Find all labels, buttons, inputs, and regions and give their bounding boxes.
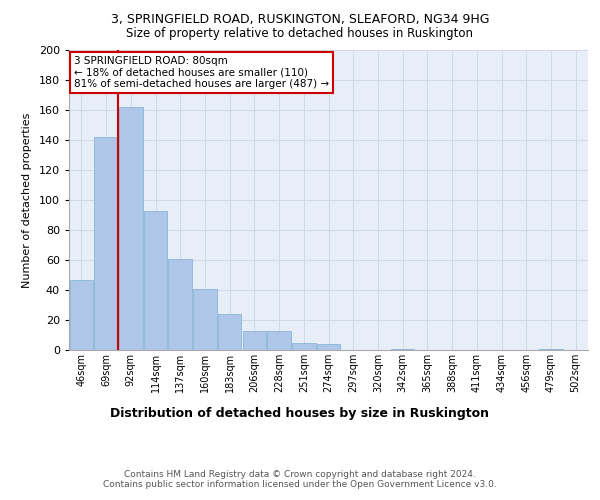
Y-axis label: Number of detached properties: Number of detached properties xyxy=(22,112,32,288)
Bar xyxy=(169,258,192,350)
Bar xyxy=(218,314,241,350)
Bar xyxy=(268,330,291,350)
Bar xyxy=(317,344,340,350)
Bar xyxy=(70,280,93,350)
Bar xyxy=(391,348,415,350)
Text: Distribution of detached houses by size in Ruskington: Distribution of detached houses by size … xyxy=(110,408,490,420)
Text: 3 SPRINGFIELD ROAD: 80sqm
← 18% of detached houses are smaller (110)
81% of semi: 3 SPRINGFIELD ROAD: 80sqm ← 18% of detac… xyxy=(74,56,329,89)
Bar xyxy=(119,107,143,350)
Bar xyxy=(144,210,167,350)
Bar xyxy=(94,137,118,350)
Text: Size of property relative to detached houses in Ruskington: Size of property relative to detached ho… xyxy=(127,28,473,40)
Bar xyxy=(539,348,563,350)
Bar xyxy=(242,330,266,350)
Bar xyxy=(193,288,217,350)
Text: 3, SPRINGFIELD ROAD, RUSKINGTON, SLEAFORD, NG34 9HG: 3, SPRINGFIELD ROAD, RUSKINGTON, SLEAFOR… xyxy=(111,12,489,26)
Bar xyxy=(292,342,316,350)
Text: Contains HM Land Registry data © Crown copyright and database right 2024.
Contai: Contains HM Land Registry data © Crown c… xyxy=(103,470,497,490)
